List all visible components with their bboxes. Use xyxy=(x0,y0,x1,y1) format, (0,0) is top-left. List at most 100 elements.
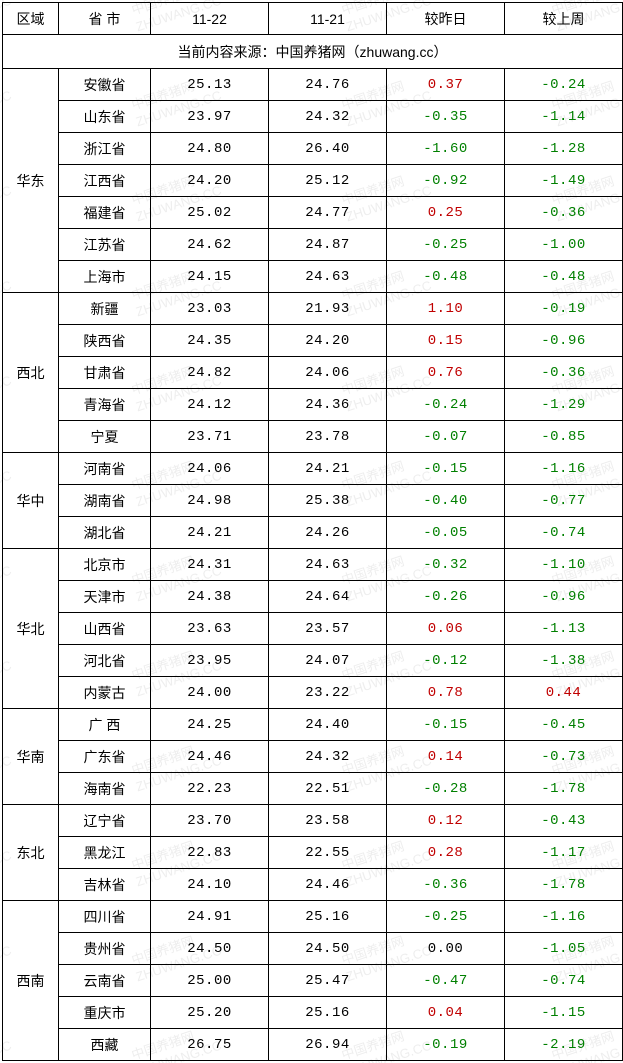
province-cell: 湖南省 xyxy=(59,485,151,517)
province-cell: 陕西省 xyxy=(59,325,151,357)
province-cell: 河北省 xyxy=(59,645,151,677)
value-d1: 24.50 xyxy=(151,933,269,965)
delta-lastweek: -0.43 xyxy=(505,805,623,837)
table-row: 青海省24.1224.36-0.24-1.29 xyxy=(3,389,623,421)
value-d2: 24.63 xyxy=(269,549,387,581)
province-cell: 云南省 xyxy=(59,965,151,997)
delta-yesterday: -0.40 xyxy=(387,485,505,517)
table-row: 贵州省24.5024.500.00-1.05 xyxy=(3,933,623,965)
header-region: 区域 xyxy=(3,3,59,35)
delta-yesterday: 0.15 xyxy=(387,325,505,357)
delta-yesterday: -0.15 xyxy=(387,709,505,741)
value-d1: 24.15 xyxy=(151,261,269,293)
value-d2: 24.50 xyxy=(269,933,387,965)
table-row: 江苏省24.6224.87-0.25-1.00 xyxy=(3,229,623,261)
header-vs-lastweek: 较上周 xyxy=(505,3,623,35)
value-d2: 24.63 xyxy=(269,261,387,293)
value-d2: 24.06 xyxy=(269,357,387,389)
value-d2: 24.40 xyxy=(269,709,387,741)
table-row: 海南省22.2322.51-0.28-1.78 xyxy=(3,773,623,805)
value-d1: 24.31 xyxy=(151,549,269,581)
delta-yesterday: 0.28 xyxy=(387,837,505,869)
table-row: 山西省23.6323.570.06-1.13 xyxy=(3,613,623,645)
delta-lastweek: -1.49 xyxy=(505,165,623,197)
source-row: 当前内容来源：中国养猪网（zhuwang.cc） xyxy=(3,35,623,69)
delta-yesterday: -0.28 xyxy=(387,773,505,805)
delta-lastweek: -0.74 xyxy=(505,517,623,549)
province-cell: 安徽省 xyxy=(59,69,151,101)
region-cell: 西北 xyxy=(3,293,59,453)
table-row: 上海市24.1524.63-0.48-0.48 xyxy=(3,261,623,293)
table-row: 福建省25.0224.770.25-0.36 xyxy=(3,197,623,229)
table-row: 华东安徽省25.1324.760.37-0.24 xyxy=(3,69,623,101)
province-cell: 福建省 xyxy=(59,197,151,229)
table-row: 江西省24.2025.12-0.92-1.49 xyxy=(3,165,623,197)
header-province: 省 市 xyxy=(59,3,151,35)
delta-lastweek: -0.24 xyxy=(505,69,623,101)
table-row: 西北新疆23.0321.931.10-0.19 xyxy=(3,293,623,325)
value-d2: 24.87 xyxy=(269,229,387,261)
delta-yesterday: -0.12 xyxy=(387,645,505,677)
delta-lastweek: 0.44 xyxy=(505,677,623,709)
delta-lastweek: -2.19 xyxy=(505,1029,623,1061)
value-d2: 24.32 xyxy=(269,741,387,773)
province-cell: 青海省 xyxy=(59,389,151,421)
value-d2: 21.93 xyxy=(269,293,387,325)
value-d2: 22.51 xyxy=(269,773,387,805)
province-cell: 辽宁省 xyxy=(59,805,151,837)
province-cell: 山东省 xyxy=(59,101,151,133)
delta-yesterday: -0.24 xyxy=(387,389,505,421)
delta-yesterday: -0.05 xyxy=(387,517,505,549)
table-row: 西藏26.7526.94-0.19-2.19 xyxy=(3,1029,623,1061)
delta-lastweek: -0.45 xyxy=(505,709,623,741)
delta-yesterday: -0.25 xyxy=(387,229,505,261)
value-d2: 24.21 xyxy=(269,453,387,485)
value-d2: 25.16 xyxy=(269,901,387,933)
table-row: 黑龙江22.8322.550.28-1.17 xyxy=(3,837,623,869)
header-date2: 11-21 xyxy=(269,3,387,35)
delta-yesterday: 0.00 xyxy=(387,933,505,965)
value-d1: 24.38 xyxy=(151,581,269,613)
table-row: 湖北省24.2124.26-0.05-0.74 xyxy=(3,517,623,549)
value-d2: 24.46 xyxy=(269,869,387,901)
table-row: 天津市24.3824.64-0.26-0.96 xyxy=(3,581,623,613)
province-cell: 宁夏 xyxy=(59,421,151,453)
delta-lastweek: -0.77 xyxy=(505,485,623,517)
value-d1: 23.63 xyxy=(151,613,269,645)
value-d2: 24.26 xyxy=(269,517,387,549)
delta-yesterday: -0.92 xyxy=(387,165,505,197)
province-cell: 西藏 xyxy=(59,1029,151,1061)
table-row: 华中河南省24.0624.21-0.15-1.16 xyxy=(3,453,623,485)
delta-yesterday: -0.32 xyxy=(387,549,505,581)
header-row: 区域 省 市 11-22 11-21 较昨日 较上周 xyxy=(3,3,623,35)
province-cell: 黑龙江 xyxy=(59,837,151,869)
value-d1: 25.13 xyxy=(151,69,269,101)
value-d1: 25.02 xyxy=(151,197,269,229)
value-d2: 25.12 xyxy=(269,165,387,197)
delta-lastweek: -1.78 xyxy=(505,869,623,901)
value-d1: 24.91 xyxy=(151,901,269,933)
delta-yesterday: 0.14 xyxy=(387,741,505,773)
delta-yesterday: 1.10 xyxy=(387,293,505,325)
value-d1: 24.00 xyxy=(151,677,269,709)
table-row: 湖南省24.9825.38-0.40-0.77 xyxy=(3,485,623,517)
value-d2: 25.16 xyxy=(269,997,387,1029)
province-cell: 广 西 xyxy=(59,709,151,741)
region-cell: 华中 xyxy=(3,453,59,549)
delta-yesterday: 0.25 xyxy=(387,197,505,229)
province-cell: 江苏省 xyxy=(59,229,151,261)
table-row: 浙江省24.8026.40-1.60-1.28 xyxy=(3,133,623,165)
delta-yesterday: -0.36 xyxy=(387,869,505,901)
value-d1: 23.71 xyxy=(151,421,269,453)
table-row: 广东省24.4624.320.14-0.73 xyxy=(3,741,623,773)
value-d1: 24.12 xyxy=(151,389,269,421)
value-d1: 23.70 xyxy=(151,805,269,837)
value-d2: 24.36 xyxy=(269,389,387,421)
delta-lastweek: -1.00 xyxy=(505,229,623,261)
province-cell: 广东省 xyxy=(59,741,151,773)
value-d2: 25.47 xyxy=(269,965,387,997)
value-d1: 24.21 xyxy=(151,517,269,549)
delta-yesterday: 0.37 xyxy=(387,69,505,101)
province-cell: 北京市 xyxy=(59,549,151,581)
value-d2: 24.32 xyxy=(269,101,387,133)
